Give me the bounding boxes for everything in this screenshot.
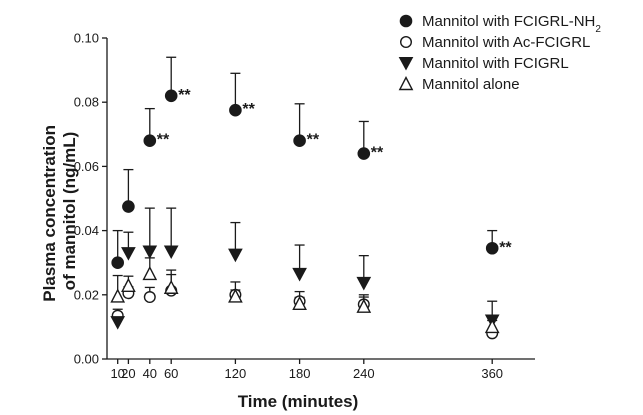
y-tick-label: 0.08 [74,95,99,110]
data-point [484,318,500,334]
x-tick-label: 40 [143,366,157,381]
data-point [143,291,156,304]
data-point [111,256,124,270]
data-point [143,134,157,148]
x-axis-title: Time (minutes) [238,392,359,411]
legend-marker [399,14,413,28]
legend-item: Mannitol with FCIGRL [398,55,569,72]
data-point [142,265,158,281]
y-tick-label: 0.06 [74,159,99,174]
data-point [356,276,372,291]
data-point [356,298,372,313]
legend-marker [398,75,414,91]
data-point [164,89,178,103]
data-point [228,288,243,303]
significance-label: ** [242,101,255,118]
significance-label: ** [307,132,320,149]
legend-label-subscript: 2 [595,24,601,35]
legend-marker [400,36,413,49]
data-point [228,248,243,263]
x-tick-label: 120 [225,366,247,381]
data-point [163,245,179,260]
significance-marks: ** ** ** ** ** ** [157,87,513,256]
data-point [110,288,126,303]
legend-item: Mannitol with Ac-FCIGRL [400,34,590,51]
data-point [122,200,135,213]
legend-item: Mannitol alone [398,75,520,93]
y-axis-title: Plasma concentration of mannitol (ng/mL) [40,120,79,301]
y-tick-label: 0.10 [74,31,99,46]
significance-label: ** [178,87,191,104]
data-point [293,134,306,148]
data-point [110,316,126,330]
x-tick-label: 10 [110,366,124,381]
x-tick-label: 360 [481,366,503,381]
y-tick-label: 0.04 [74,223,99,238]
data-point [121,277,136,293]
data-point [357,147,371,160]
data-point [121,247,136,261]
legend-label: Mannitol alone [422,76,520,93]
data-point [142,245,158,260]
x-tick-label: 20 [121,366,135,381]
x-tick-label: 180 [289,366,311,381]
legend-label: Mannitol with Ac-FCIGRL [422,34,590,51]
x-tick-label: 60 [164,366,178,381]
data-point [292,295,307,310]
significance-label: ** [371,145,384,162]
y-tick-label: 0.00 [74,352,99,367]
significance-label: ** [157,132,170,149]
data-markers [110,89,500,340]
data-point [485,241,499,255]
significance-label: ** [499,239,512,256]
y-axis-title-line-1: Plasma concentration [40,125,59,302]
y-tick-label: 0.02 [74,287,99,302]
x-tick-label: 240 [353,366,375,381]
data-point [292,267,307,282]
legend-label: Mannitol with FCIGRL-NH2 [422,13,601,35]
legend-item: Mannitol with FCIGRL-NH2 [399,13,601,35]
legend-label: Mannitol with FCIGRL [422,55,569,72]
data-point [163,279,179,294]
axes [102,37,535,364]
legend-marker [398,57,414,71]
data-point [229,103,242,117]
y-axis-title-line-2: of mannitol (ng/mL) [60,132,79,291]
